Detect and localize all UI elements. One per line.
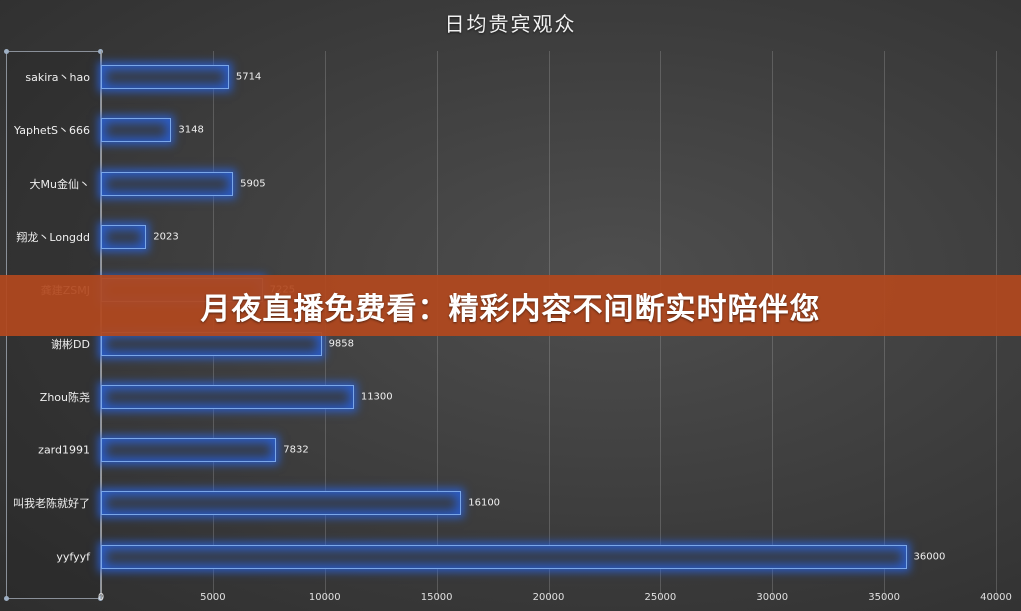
category-label: 叫我老陈就好了 bbox=[13, 497, 90, 511]
x-tick-label: 35000 bbox=[868, 592, 901, 603]
bar-value-label: 2023 bbox=[153, 231, 179, 243]
bar-value-label: 7832 bbox=[283, 444, 309, 456]
x-tick-label: 15000 bbox=[420, 592, 453, 603]
x-tick-label: 20000 bbox=[532, 592, 565, 603]
category-label: sakira丶hao bbox=[25, 71, 90, 84]
promo-banner[interactable]: 月夜直播免费看：精彩内容不间断实时陪伴您 bbox=[0, 275, 1021, 336]
bar[interactable] bbox=[101, 65, 229, 89]
bar-value-label: 5905 bbox=[240, 178, 266, 190]
selection-handle-bottom-right[interactable] bbox=[98, 596, 103, 601]
x-tick-label: 5000 bbox=[200, 592, 226, 603]
category-label: 翔龙丶Longdd bbox=[16, 230, 90, 244]
selection-handle-bottom-left[interactable] bbox=[4, 596, 9, 601]
selection-handle-top-right[interactable] bbox=[98, 49, 103, 54]
bar[interactable] bbox=[101, 224, 147, 249]
x-tick-label: 0 bbox=[97, 592, 105, 603]
x-tick-label: 25000 bbox=[644, 592, 677, 603]
bar[interactable] bbox=[101, 171, 234, 196]
bar[interactable] bbox=[101, 384, 354, 409]
chart-title: 日均贵宾观众 bbox=[444, 12, 577, 36]
bar-value-label: 16100 bbox=[468, 497, 501, 509]
bar-value-label: 3148 bbox=[178, 124, 204, 136]
category-label: yyfyyf bbox=[56, 550, 90, 564]
bar-value-label: 11300 bbox=[360, 391, 393, 403]
x-tick-label: 30000 bbox=[756, 592, 789, 603]
category-label: YaphetS丶666 bbox=[14, 124, 90, 138]
category-label: Zhou陈尧 bbox=[39, 390, 90, 404]
bar[interactable] bbox=[101, 544, 907, 569]
bar-value-label: 5714 bbox=[235, 71, 262, 83]
category-label: 谢彬DD bbox=[51, 337, 90, 351]
bar[interactable] bbox=[101, 438, 277, 463]
bar-value-label: 9858 bbox=[328, 338, 355, 349]
promo-banner-text: 月夜直播免费看：精彩内容不间断实时陪伴您 bbox=[200, 291, 821, 327]
bar[interactable] bbox=[101, 491, 462, 516]
selection-handle-top-left[interactable] bbox=[4, 49, 9, 54]
bar-value-label: 36000 bbox=[913, 551, 946, 563]
category-label: 大Mu金仙丶 bbox=[29, 177, 90, 191]
x-tick-label: 10000 bbox=[308, 592, 341, 603]
x-tick-label: 40000 bbox=[980, 592, 1012, 603]
bar[interactable] bbox=[101, 118, 172, 143]
category-label: zard1991 bbox=[38, 443, 90, 457]
